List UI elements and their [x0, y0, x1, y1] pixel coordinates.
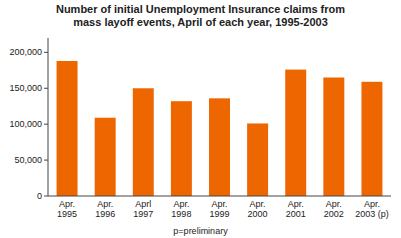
y-tick [44, 196, 48, 197]
bar [285, 70, 306, 196]
bar [209, 98, 230, 196]
x-tick-label: Apr.1996 [95, 199, 115, 219]
x-tick-label: Apr.2001 [286, 199, 306, 219]
x-axis [48, 196, 391, 197]
chart: Number of initial Unemployment Insurance… [0, 0, 401, 238]
x-tick-label: Apr.1999 [209, 199, 229, 219]
y-tick [44, 88, 48, 89]
x-tick-label: Apr.2002 [324, 199, 344, 219]
bar [323, 78, 344, 197]
y-axis [48, 38, 49, 196]
title: Number of initial Unemployment Insurance… [56, 3, 345, 28]
y-tick-label: 200,000 [9, 47, 42, 57]
bar [247, 123, 268, 196]
bar [133, 88, 154, 196]
footnote: p=preliminary [173, 226, 228, 236]
x-tick-label: Apr.1998 [171, 199, 191, 219]
y-tick-label: 0 [37, 191, 42, 201]
y-tick [44, 124, 48, 125]
bar [57, 61, 78, 196]
y-tick [44, 52, 48, 53]
x-tick-label: Apr.2000 [248, 199, 268, 219]
y-tick-label: 50,000 [14, 155, 42, 165]
y-tick-label: 150,000 [9, 83, 42, 93]
x-tick-label: Aprl1997 [133, 199, 153, 219]
bar [171, 101, 192, 196]
bars [57, 61, 383, 196]
bar [361, 82, 382, 196]
y-tick [44, 160, 48, 161]
x-tick-label: Apr.2003 (p) [355, 199, 389, 219]
y-tick-label: 100,000 [9, 119, 42, 129]
bar [95, 118, 116, 196]
x-tick-label: Apr.1995 [57, 199, 77, 219]
